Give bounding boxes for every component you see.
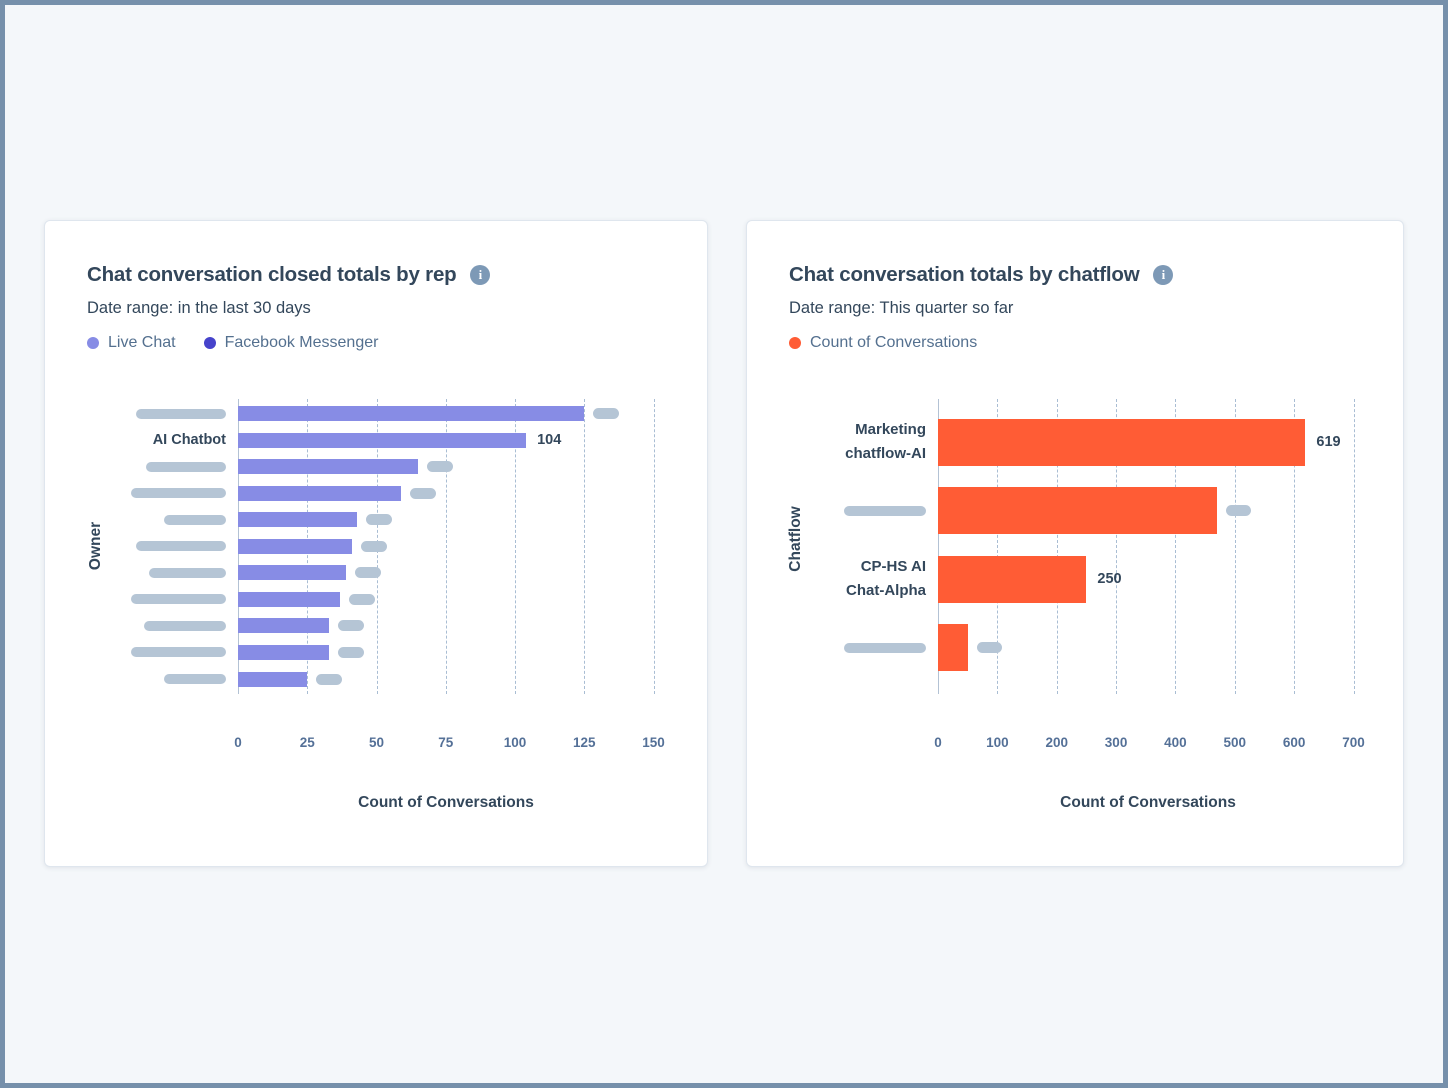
chart-legend: Live Chat Facebook Messenger — [45, 318, 707, 352]
y-axis-title: Owner — [87, 521, 104, 571]
info-icon[interactable]: i — [470, 265, 491, 285]
redacted-category-label — [844, 505, 926, 516]
gridline — [1294, 399, 1296, 694]
report-title: Chat conversation totals by chatflow — [789, 263, 1140, 286]
redacted-value-label — [338, 646, 365, 658]
x-axis-tick: 500 — [1223, 735, 1247, 750]
x-axis-tick: 700 — [1342, 735, 1365, 750]
x-axis-tick: 200 — [1045, 735, 1068, 750]
redacted-value-label — [410, 487, 437, 499]
legend-item-facebook-messenger[interactable]: Facebook Messenger — [203, 334, 379, 352]
report-header: Chat conversation totals by chatflow i — [747, 221, 1403, 287]
bar-segment[interactable] — [938, 418, 1306, 466]
redacted-category-label — [131, 594, 226, 605]
redacted-category-label — [146, 461, 226, 472]
bar-segment[interactable] — [238, 644, 330, 660]
redacted-value-label — [316, 673, 343, 685]
legend-item-live-chat[interactable]: Live Chat — [87, 334, 176, 352]
redacted-value-label — [338, 620, 365, 632]
gridline — [584, 399, 586, 694]
legend-label: Facebook Messenger — [224, 334, 379, 351]
redacted-category-label — [164, 674, 226, 684]
legend-label: Live Chat — [108, 334, 176, 351]
redacted-value-label — [1225, 505, 1251, 516]
report-card-chat-closed-by-rep: Chat conversation closed totals by rep i… — [44, 220, 708, 867]
value-label: 250 — [1097, 571, 1122, 587]
bar-segment[interactable] — [238, 512, 358, 528]
bar-chart-by-chatflow: 0 100 200 300 400 500 600 700 Count of Conversat… — [747, 221, 1403, 866]
bar-segment[interactable] — [238, 618, 330, 634]
redacted-category-label — [144, 620, 226, 631]
redacted-category-label — [136, 541, 226, 552]
gridline — [653, 399, 655, 694]
x-axis-tick: 125 — [572, 735, 596, 750]
x-axis-title: Count of Conversations — [358, 794, 534, 811]
gridline — [1116, 399, 1118, 694]
x-axis-tick: 50 — [368, 735, 385, 750]
report-header: Chat conversation closed totals by rep i — [45, 221, 707, 287]
redacted-category-label — [136, 408, 226, 419]
x-axis-tick: 100 — [503, 735, 527, 750]
legend-dot-icon — [789, 337, 801, 349]
value-label: 104 — [537, 432, 562, 449]
x-axis-tick: 300 — [1104, 735, 1128, 750]
bar-segment[interactable] — [238, 591, 341, 607]
redacted-value-label — [355, 567, 382, 579]
redacted-value-label — [427, 461, 454, 473]
bar-segment[interactable] — [938, 624, 968, 671]
gridline — [997, 399, 999, 694]
redacted-value-label — [366, 514, 393, 526]
redacted-value-label — [360, 540, 387, 552]
redacted-category-label — [844, 642, 926, 653]
info-icon[interactable]: i — [1153, 265, 1174, 285]
bar-chart-by-rep: 0 25 50 75 100 125 150 Count of Conversations Ow… — [45, 221, 707, 866]
redacted-value-label — [593, 408, 620, 419]
redacted-category-label — [131, 488, 226, 499]
y-axis-line — [938, 399, 939, 694]
report-card-totals-by-chatflow: Chat conversation totals by chatflow i D… — [746, 220, 1404, 867]
date-range-label: Date range: This quarter so far — [789, 299, 1014, 317]
bar-segment[interactable] — [238, 459, 419, 475]
x-axis-tick: 400 — [1164, 735, 1187, 750]
redacted-category-label — [149, 567, 226, 578]
gridline — [1175, 399, 1177, 694]
gridline — [1234, 399, 1236, 694]
bar-segment[interactable] — [238, 432, 527, 448]
bar-segment[interactable] — [238, 538, 352, 554]
x-axis-tick: 600 — [1282, 735, 1306, 750]
bar-segment[interactable] — [238, 406, 585, 421]
bar-segment[interactable] — [238, 485, 402, 501]
x-axis-title: Count of Conversations — [1060, 794, 1236, 811]
bar-segment[interactable] — [938, 555, 1087, 603]
x-axis-tick: 25 — [299, 735, 315, 750]
gridline — [515, 399, 516, 694]
legend-dot-icon — [203, 337, 216, 349]
category-label: Marketing chatflow-AI — [845, 421, 926, 462]
gridline — [445, 399, 447, 694]
chart-legend: Count of Conversations — [747, 318, 1403, 352]
x-axis-tick: 75 — [438, 735, 454, 750]
value-label: 619 — [1316, 434, 1341, 450]
redacted-value-label — [349, 593, 376, 605]
bar-segment[interactable] — [238, 565, 347, 581]
redacted-category-label — [131, 647, 226, 658]
x-axis-tick: 100 — [986, 735, 1009, 750]
redacted-category-label — [164, 514, 226, 525]
redacted-value-label — [976, 642, 1002, 653]
bar-segment[interactable] — [238, 671, 308, 687]
category-label: CP-HS AI Chat-Alpha — [846, 558, 926, 599]
x-axis-tick: 0 — [234, 735, 242, 750]
x-axis-tick: 150 — [642, 735, 665, 750]
bar-segment[interactable] — [938, 487, 1217, 534]
report-title: Chat conversation closed totals by rep — [87, 263, 457, 286]
date-range-label: Date range: in the last 30 days — [87, 299, 311, 317]
legend-dot-icon — [87, 337, 99, 349]
legend-label: Count of Conversations — [810, 334, 978, 351]
gridline — [1056, 399, 1058, 694]
gridline — [1353, 399, 1355, 694]
legend-item-count-of-conversations[interactable]: Count of Conversations — [789, 334, 977, 352]
category-label: AI Chatbot — [152, 432, 226, 449]
x-axis-tick: 0 — [934, 735, 942, 750]
